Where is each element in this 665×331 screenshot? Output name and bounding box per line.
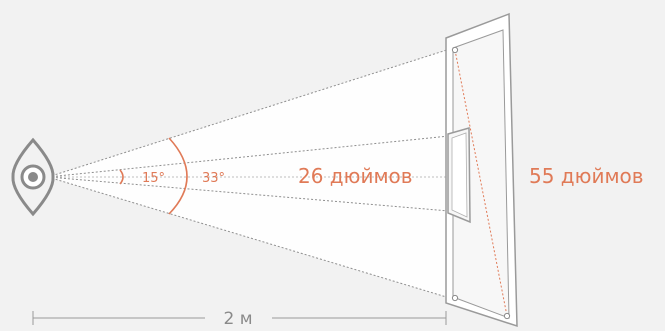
large-cone-bottom-edge [47,176,454,300]
angle-small-label: 15° [142,171,165,186]
distance-scale [32,311,447,325]
screen-small-label: 26 дюймов [298,164,413,188]
small-cone-top-edge [47,135,450,178]
small-screen [447,127,471,224]
eye-icon [11,137,55,217]
large-viewing-cone [48,48,453,299]
large-cone-top-edge [47,47,454,178]
angle-arc-large [168,137,188,215]
angle-large-label: 33° [202,171,225,186]
small-cone-bottom-edge [47,176,450,212]
distance-label: 2 м [223,309,252,329]
screen-large-label: 55 дюймов [529,164,644,188]
large-screen [445,12,518,328]
large-screen-diagonal [454,49,508,317]
angle-arc-small [119,169,124,185]
